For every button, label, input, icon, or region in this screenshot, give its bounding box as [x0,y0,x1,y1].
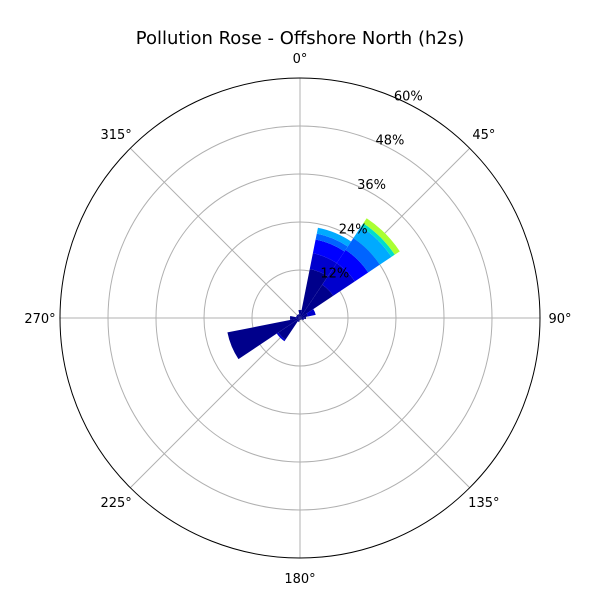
direction-bar [300,316,306,320]
angle-tick-label: 45° [472,128,495,143]
radial-tick-label: 36% [357,178,386,193]
direction-bar [297,318,300,322]
bar-segment [363,218,400,255]
direction-bar [296,315,300,318]
direction-bar [300,318,304,321]
bar-segment [300,284,334,318]
bar-segment [300,318,302,320]
bar-segment [306,309,316,317]
angle-tick-label: 315° [100,128,131,143]
bar-segment [300,318,304,321]
outer-circle [59,77,541,559]
bar-segment [297,314,300,318]
bar-segment [353,226,392,265]
angle-tick-label: 0° [293,52,308,67]
angle-tick-label: 135° [468,496,499,511]
bar-segment [296,315,300,318]
bar-segment [299,318,301,320]
direction-bar [297,314,300,318]
bar-segment [316,227,352,247]
bar-segment [300,316,306,320]
bar-segment [290,316,300,320]
direction-bar [298,310,302,318]
direction-bar [296,314,300,318]
grid-spoke [129,147,301,319]
direction-bar [227,318,300,360]
direction-bar [300,218,400,318]
bar-segment [300,268,328,318]
direction-bar [299,318,301,320]
polar-grid [60,78,540,558]
direction-bar [290,316,300,320]
radial-tick-label: 24% [339,222,368,237]
radial-tick-label: 12% [320,267,349,282]
angle-tick-label: 225° [100,496,131,511]
bar-segment [322,263,355,296]
chart-title: Pollution Rose - Offshore North (h2s) [136,28,464,49]
bar-segment [300,318,302,320]
bar-segment [296,314,300,318]
bar-segment [336,249,369,282]
bar-segment [297,318,300,322]
bar-segment [278,318,300,340]
direction-bar [300,318,302,320]
angle-tick-label: 90° [548,312,571,327]
bar-segment [300,313,308,318]
bar-segment [227,318,300,360]
angle-tick-label: 180° [284,572,315,587]
direction-bar [300,309,316,318]
grid-spoke [299,317,471,489]
bar-segment [312,239,345,264]
grid-spoke [129,317,301,489]
bar-segment [298,310,302,318]
radial-tick-label: 60% [394,89,423,104]
bars-layer [227,218,400,360]
bar-segment [361,223,395,257]
bar-segment [345,238,380,273]
bar-segment [315,233,348,252]
direction-bar [300,318,302,320]
direction-bar [276,318,300,342]
angle-tick-label: 270° [24,312,55,327]
tick-labels: 12% 24% 36% 48% 60% 0° 45° 90° 135° 180° 225° 270° 3… [24,52,571,587]
radial-tick-label: 48% [375,134,404,149]
direction-bar [300,227,352,318]
bar-segment [309,253,337,277]
bar-segment [276,332,286,342]
